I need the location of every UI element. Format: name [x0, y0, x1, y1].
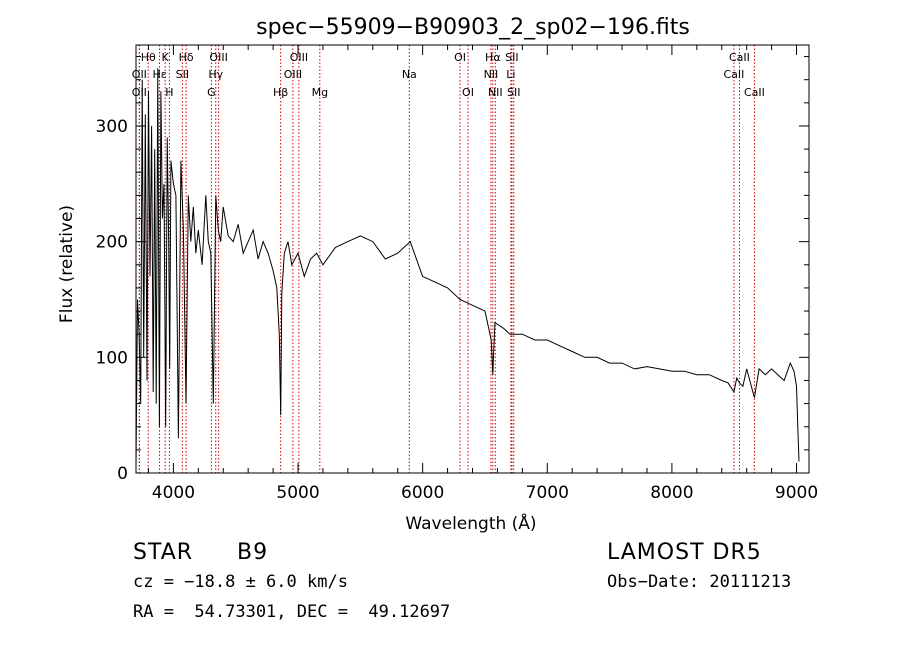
chart-title: spec−55909−B90903_2_sp02−196.fits — [256, 15, 690, 40]
marker-label: Mg — [312, 86, 328, 99]
x-axis-label: Wavelength (Å) — [405, 512, 536, 534]
marker-label: OIII — [290, 51, 308, 64]
marker-labels: Hθ K Hδ OIII OIII OI Hα SII CaII OII Hε SII Hγ OIII Na… — [132, 51, 765, 99]
marker-label: NII — [488, 86, 503, 99]
survey-label: LAMOST DR5 — [607, 540, 762, 565]
marker-label: SII — [176, 68, 189, 81]
y-tick-label: 200 — [96, 233, 128, 253]
emission-absorption-markers — [138, 45, 755, 473]
y-axis-label: Flux (relative) — [57, 205, 77, 323]
marker-label: SII — [507, 86, 520, 99]
x-axis-ticks: 4000 5000 6000 7000 8000 9000 — [147, 45, 818, 503]
marker-label: OIII — [284, 68, 302, 81]
marker-label: Na — [402, 68, 417, 81]
y-tick-label: 0 — [117, 464, 128, 484]
y-axis-ticks: 0 100 200 300 — [96, 56, 809, 484]
marker-label: Hθ — [141, 51, 156, 64]
marker-label: CaII — [729, 51, 750, 64]
object-subclass: B9 — [237, 540, 269, 565]
x-tick-label: 4000 — [152, 483, 195, 503]
spectrum-line — [135, 68, 800, 468]
observation-date: Obs−Date: 20111213 — [607, 572, 792, 592]
x-tick-label: 7000 — [526, 483, 569, 503]
y-tick-label: 300 — [96, 117, 128, 137]
marker-label: OIII — [209, 51, 227, 64]
marker-label: Hα — [485, 51, 501, 64]
coordinates: RA = 54.73301, DEC = 49.12697 — [133, 602, 451, 622]
marker-label: NII — [484, 68, 499, 81]
marker-label: Hε — [152, 68, 166, 81]
marker-label: SII — [505, 51, 518, 64]
x-tick-label: 6000 — [401, 483, 444, 503]
marker-label: G — [207, 86, 216, 99]
marker-label: OII — [132, 68, 147, 81]
x-tick-label: 5000 — [276, 483, 319, 503]
marker-label: Li — [506, 68, 515, 81]
redshift-velocity: cz = −18.8 ± 6.0 km/s — [133, 572, 348, 592]
y-tick-label: 100 — [96, 348, 128, 368]
marker-label: K — [162, 51, 170, 64]
marker-label: H — [165, 86, 173, 99]
x-tick-label: 9000 — [775, 483, 818, 503]
marker-label: OI — [462, 86, 474, 99]
marker-label: OI — [454, 51, 466, 64]
marker-label: OII — [132, 86, 147, 99]
marker-label: Hβ — [273, 86, 288, 99]
object-class: STAR — [133, 540, 194, 565]
x-tick-label: 8000 — [650, 483, 693, 503]
marker-label: Hδ — [179, 51, 194, 64]
marker-label: CaII — [724, 68, 745, 81]
marker-label: CaII — [744, 86, 765, 99]
marker-label: Hγ — [208, 68, 223, 81]
plot-frame — [135, 44, 810, 474]
